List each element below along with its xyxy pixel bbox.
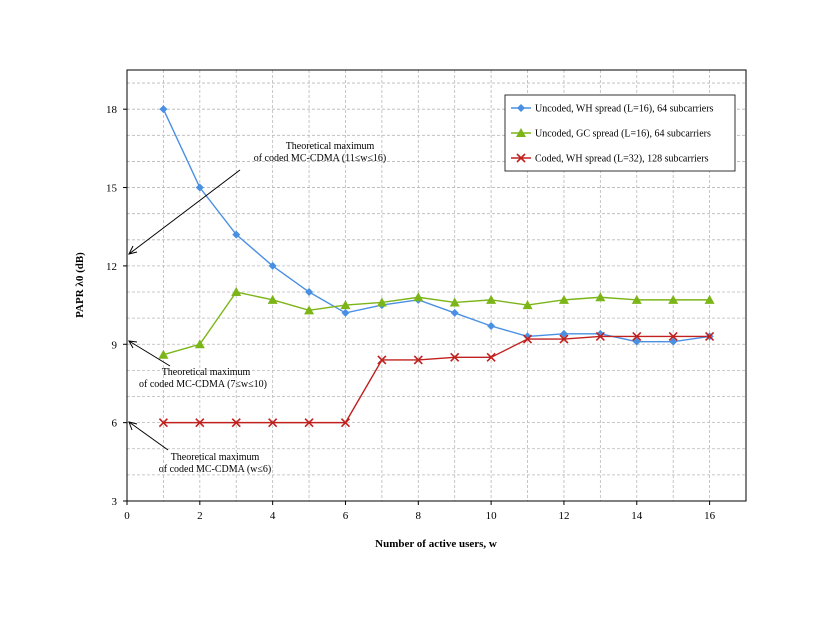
- data-point: [304, 305, 315, 315]
- data-point: [668, 331, 678, 342]
- legend-marker: [516, 128, 526, 137]
- series-triangle: [158, 287, 715, 359]
- data-point: [449, 297, 460, 307]
- x-tick-label: 2: [197, 510, 203, 522]
- data-point: [268, 418, 278, 428]
- data-point: [631, 294, 642, 304]
- x-tick-label: 8: [416, 510, 422, 522]
- x-axis: 0 2 4 6 8 10 12 14 16: [124, 501, 716, 522]
- data-point: [232, 230, 241, 239]
- series-x: [158, 331, 715, 428]
- data-point: [194, 339, 205, 349]
- data-point: [450, 308, 459, 317]
- x-tick-label: 12: [558, 510, 569, 522]
- series-diamond: [159, 105, 714, 346]
- data-point: [668, 294, 679, 304]
- annotation-7-10: Theoretical maximum of coded MC-CDMA (7≤…: [128, 340, 267, 390]
- data-point: [377, 355, 387, 365]
- annotation-11-16-line1: Theoretical maximum: [286, 141, 375, 152]
- y-tick-label: 15: [106, 183, 118, 195]
- legend-box: [504, 94, 736, 172]
- data-point: [632, 337, 641, 346]
- data-point: [559, 329, 568, 338]
- data-point: [486, 294, 497, 304]
- annotation-7-10-arrow: [128, 340, 171, 367]
- data-point: [195, 183, 204, 192]
- data-point: [341, 308, 350, 317]
- y-axis-title: PAPR λ0 (dB): [74, 252, 86, 318]
- data-point: [304, 418, 314, 428]
- series-line: [163, 335, 710, 424]
- legend-item: Uncoded, GC spread (L=16), 64 subcarrier…: [511, 128, 711, 140]
- data-point: [231, 418, 241, 428]
- data-point: [267, 294, 278, 304]
- series-line: [163, 291, 710, 356]
- data-point: [669, 337, 678, 346]
- x-tick-label: 16: [704, 510, 716, 522]
- data-point: [376, 297, 387, 307]
- data-point: [486, 352, 496, 362]
- data-point: [595, 331, 605, 342]
- legend-label: Uncoded, WH spread (L=16), 64 subcarrier…: [535, 104, 714, 115]
- annotation-le6: Theoretical maximum of coded MC-CDMA (w≤…: [128, 421, 271, 475]
- data-point: [195, 418, 205, 428]
- data-point: [268, 261, 277, 270]
- y-tick-label: 18: [106, 104, 118, 116]
- legend-marker: [516, 153, 526, 163]
- annotation-7-10-line1: Theoretical maximum: [162, 367, 251, 378]
- annotation-le6-line2: of coded MC-CDMA (w≤6): [159, 464, 271, 475]
- data-point: [159, 105, 168, 114]
- y-axis: 3 6 9 12 15 18: [106, 104, 127, 508]
- legend-marker: [517, 104, 525, 112]
- data-point: [705, 331, 715, 342]
- legend-item: Coded, WH spread (L=32), 128 subcarriers: [511, 153, 709, 165]
- data-point: [522, 334, 533, 344]
- legend: Uncoded, WH spread (L=16), 64 subcarrier…: [504, 94, 736, 172]
- plot-frame: [126, 69, 747, 502]
- data-point: [595, 292, 606, 302]
- data-point: [340, 300, 351, 310]
- data-point: [305, 288, 314, 297]
- series-line: [162, 108, 710, 343]
- legend-label: Coded, WH spread (L=32), 128 subcarriers: [535, 154, 709, 165]
- y-tick-label: 3: [112, 496, 118, 508]
- data-point: [450, 352, 460, 362]
- annotation-11-16-line2: of coded MC-CDMA (11≤w≤16): [254, 153, 387, 164]
- data-point: [559, 334, 569, 344]
- y-tick-label: 12: [106, 261, 117, 273]
- annotation-le6-arrow: [128, 421, 169, 451]
- data-point: [558, 294, 569, 304]
- data-point: [158, 349, 169, 359]
- legend-item: Uncoded, WH spread (L=16), 64 subcarrier…: [511, 104, 714, 115]
- data-point: [632, 331, 642, 342]
- legend-label: Uncoded, GC spread (L=16), 64 subcarrier…: [535, 129, 711, 140]
- series: [158, 105, 715, 428]
- data-point: [158, 418, 168, 428]
- annotation-11-16-arrow: [128, 169, 241, 255]
- x-tick-label: 10: [486, 510, 498, 522]
- data-point: [487, 321, 496, 330]
- data-point: [413, 355, 423, 365]
- x-tick-label: 4: [270, 510, 276, 522]
- annotation-11-16: Theoretical maximum of coded MC-CDMA (11…: [128, 141, 387, 255]
- data-point: [522, 300, 533, 310]
- y-tick-label: 6: [112, 418, 118, 430]
- y-tick-label: 9: [112, 339, 118, 351]
- data-point: [340, 418, 351, 428]
- x-axis-title: Number of active users, w: [375, 538, 497, 550]
- data-point: [413, 292, 424, 302]
- x-tick-label: 14: [631, 510, 643, 522]
- x-tick-label: 0: [124, 510, 130, 522]
- annotation-7-10-line2: of coded MC-CDMA (7≤w≤10): [139, 379, 267, 390]
- annotation-le6-line1: Theoretical maximum: [171, 452, 260, 463]
- data-point: [231, 287, 242, 297]
- x-tick-label: 6: [343, 510, 349, 522]
- data-point: [704, 294, 715, 304]
